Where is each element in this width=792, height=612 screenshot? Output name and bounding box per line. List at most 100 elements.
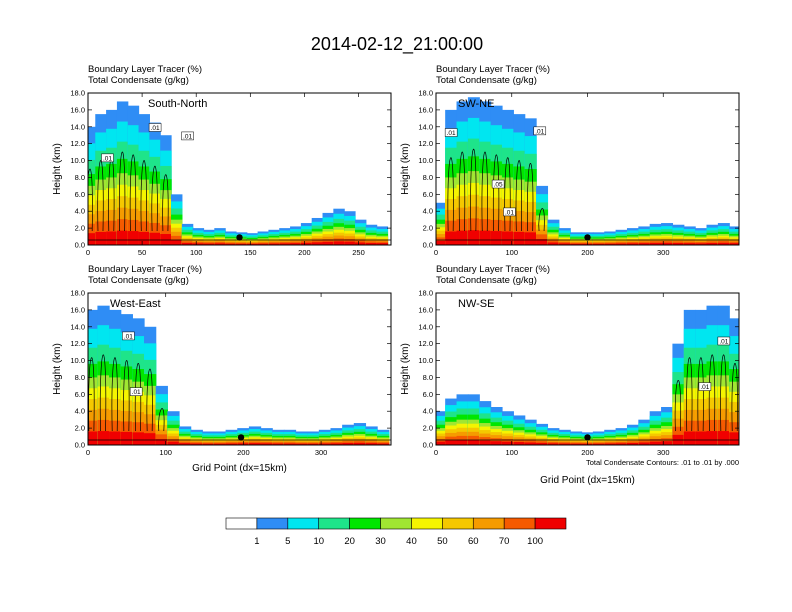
panel-header-tracer: Boundary Layer Tracer (%) <box>88 64 202 75</box>
field-cell <box>592 443 605 445</box>
field-cell <box>536 442 549 445</box>
contour-label-box <box>717 336 731 346</box>
y-tick-label: 18.0 <box>418 89 433 98</box>
condensate-contour <box>88 168 93 232</box>
field-cell <box>513 442 526 445</box>
field-cell <box>318 443 332 445</box>
field-cell <box>116 230 129 245</box>
contour-info-note: Total Condensate Contours: .01 to .01 by… <box>586 458 739 467</box>
x-tick-label: 250 <box>352 248 365 257</box>
field-cell <box>225 243 237 245</box>
field-cell <box>501 441 514 445</box>
contour-label: .01 <box>700 384 709 391</box>
location-marker <box>584 234 591 241</box>
condensate-contour <box>146 368 153 432</box>
y-tick-label: 0.0 <box>423 241 433 250</box>
tracer-field <box>88 101 389 245</box>
colorbar-label: 5 <box>285 536 290 547</box>
field-cell <box>436 240 446 245</box>
location-marker <box>236 234 243 241</box>
x-tick-label: 300 <box>657 248 670 257</box>
field-cell <box>479 440 492 445</box>
colorbar-swatch <box>472 517 505 530</box>
condensate-contour <box>119 151 126 232</box>
cross-section-label: West-East <box>110 298 161 310</box>
field-cell <box>626 243 639 245</box>
panel-2: Boundary Layer Tracer (%)Total Condensat… <box>52 264 392 474</box>
panels: Boundary Layer Tracer (%)Total Condensat… <box>52 64 740 486</box>
condensate-contour <box>492 154 500 232</box>
y-tick-label: 0.0 <box>75 441 85 450</box>
field-cell <box>268 243 280 245</box>
x-tick-label: 0 <box>434 248 438 257</box>
field-cell <box>138 231 150 245</box>
condensate-contour <box>731 362 738 432</box>
field-cell <box>171 239 183 245</box>
colorbar: 1 5 10 20 30 40 50 60 70 100 <box>225 517 567 547</box>
field-cell <box>307 443 320 445</box>
field-cell <box>717 242 730 245</box>
field-cell <box>295 443 308 445</box>
field-cell <box>524 232 537 245</box>
condensate-contour <box>162 174 169 232</box>
field-cell <box>615 243 628 245</box>
condensate-contours <box>436 354 739 441</box>
condensate-contour <box>99 354 107 432</box>
colorbar-swatch <box>442 517 474 530</box>
field-cell <box>300 242 313 245</box>
field-cell <box>661 242 674 245</box>
x-tick-label: 100 <box>190 248 203 257</box>
colorbar-label: 70 <box>499 536 510 547</box>
field-cell <box>160 234 172 245</box>
field-cell <box>592 243 605 245</box>
contour-label-box <box>533 126 547 136</box>
condensate-contour <box>481 151 488 232</box>
field-cell <box>706 431 719 445</box>
field-cell <box>344 241 356 245</box>
contour-label-box <box>129 387 143 396</box>
x-tick-label: 100 <box>159 448 172 457</box>
colorbar-swatch <box>380 517 412 530</box>
x-tick-label: 200 <box>581 248 594 257</box>
field-cell <box>547 242 560 245</box>
contour-label: .01 <box>719 338 728 345</box>
panel-header-tracer: Boundary Layer Tracer (%) <box>436 264 550 275</box>
y-tick-label: 8.0 <box>75 373 85 382</box>
condensate-contour <box>515 160 522 232</box>
field-cell <box>536 239 549 245</box>
y-tick-label: 16.0 <box>70 305 85 314</box>
y-tick-label: 8.0 <box>423 373 433 382</box>
y-axis-label: Height (km) <box>400 143 411 195</box>
field-cell <box>190 443 203 445</box>
field-cell <box>570 443 583 445</box>
x-tick-label: 150 <box>244 248 257 257</box>
field-cell <box>604 243 617 245</box>
field-cell <box>283 443 297 445</box>
colorbar-label: 30 <box>375 536 386 547</box>
condensate-contour <box>123 360 130 432</box>
field-cell <box>149 232 161 245</box>
y-tick-label: 16.0 <box>418 105 433 114</box>
field-cell <box>638 442 651 445</box>
field-cell <box>570 243 583 245</box>
condensate-contour <box>158 408 165 432</box>
y-tick-label: 4.0 <box>75 207 85 216</box>
y-tick-label: 14.0 <box>418 122 433 131</box>
contour-label: .01 <box>132 389 141 396</box>
colorbar-label: 20 <box>344 536 355 547</box>
condensate-contour <box>140 160 147 232</box>
condensate-contour <box>674 379 682 432</box>
y-tick-label: 14.0 <box>70 122 85 131</box>
panel-header-tracer: Boundary Layer Tracer (%) <box>436 64 550 75</box>
panel-header-condensate: Total Condensate (g/kg) <box>436 75 537 86</box>
location-marker <box>237 434 245 441</box>
field-cell <box>203 243 215 245</box>
field-cell <box>445 231 458 245</box>
contour-label: .01 <box>447 130 456 137</box>
contour-label: .01 <box>103 155 112 162</box>
field-cell <box>683 431 696 445</box>
x-tick-label: 200 <box>581 448 594 457</box>
field-cell <box>365 443 378 445</box>
condensate-contour <box>88 357 95 432</box>
